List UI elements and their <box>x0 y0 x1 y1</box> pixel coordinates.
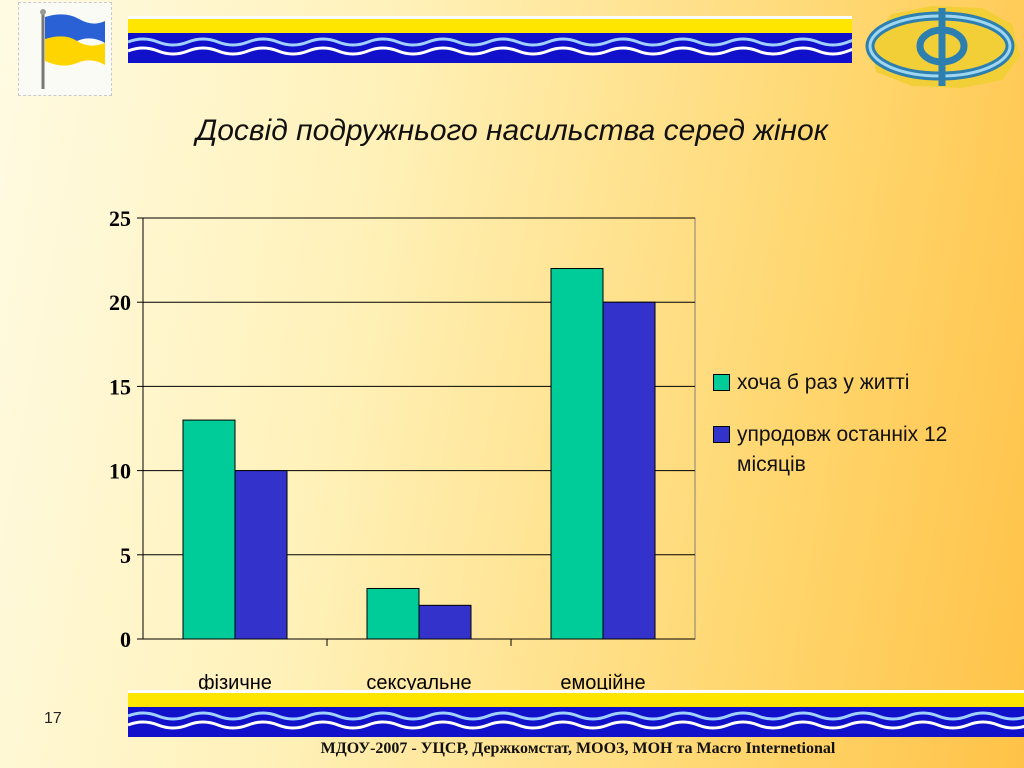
wave-pattern-icon <box>128 37 852 56</box>
band-yellow-strip <box>128 19 852 33</box>
y-tick-label: 5 <box>120 543 131 568</box>
x-category-label: сексуальне <box>366 672 471 694</box>
bar-2-1 <box>234 470 288 640</box>
page-number: 17 <box>44 710 62 727</box>
legend-label: хоча б раз у житті <box>737 371 910 394</box>
legend-item-series-2: упродовж останніх 12 місяців <box>713 420 1003 480</box>
bar-2-2 <box>418 604 472 640</box>
band-yellow-strip <box>128 693 1024 707</box>
legend-swatch <box>713 374 730 391</box>
organization-logo-icon <box>852 0 1024 90</box>
band-blue-strip <box>128 33 852 63</box>
bar-1-2 <box>366 587 420 640</box>
x-category-label: емоційне <box>560 672 645 694</box>
bar-1-3 <box>550 268 604 640</box>
legend-swatch <box>713 426 730 443</box>
y-tick-label: 25 <box>109 206 131 231</box>
bottom-wave-band <box>128 690 1024 737</box>
chart-legend: хоча б раз у житті упродовж останніх 12 … <box>713 368 1003 502</box>
chart-axes: 0 5 10 15 20 25 фізичне сексуальне емоційне <box>109 206 695 694</box>
legend-item-series-1: хоча б раз у житті <box>713 368 1003 398</box>
wave-pattern-icon <box>128 711 1024 730</box>
bar-2-3 <box>602 301 656 640</box>
band-blue-strip <box>128 707 1024 737</box>
y-tick-label: 10 <box>109 459 131 484</box>
chart-bars <box>182 268 656 640</box>
legend-label: упродовж останніх 12 місяців <box>737 423 948 476</box>
bar-1-1 <box>182 419 236 640</box>
footer-credits: МДОУ-2007 - УЦСР, Держкомстат, МООЗ, МОН… <box>320 740 836 757</box>
ukraine-flag-icon <box>18 2 112 96</box>
y-tick-label: 0 <box>120 627 131 652</box>
x-category-label: фізичне <box>198 672 272 694</box>
page-title: Досвід подружнього насильства серед жіно… <box>196 114 828 147</box>
y-tick-label: 20 <box>109 290 131 315</box>
y-tick-label: 15 <box>109 374 131 399</box>
top-wave-band <box>128 16 852 63</box>
